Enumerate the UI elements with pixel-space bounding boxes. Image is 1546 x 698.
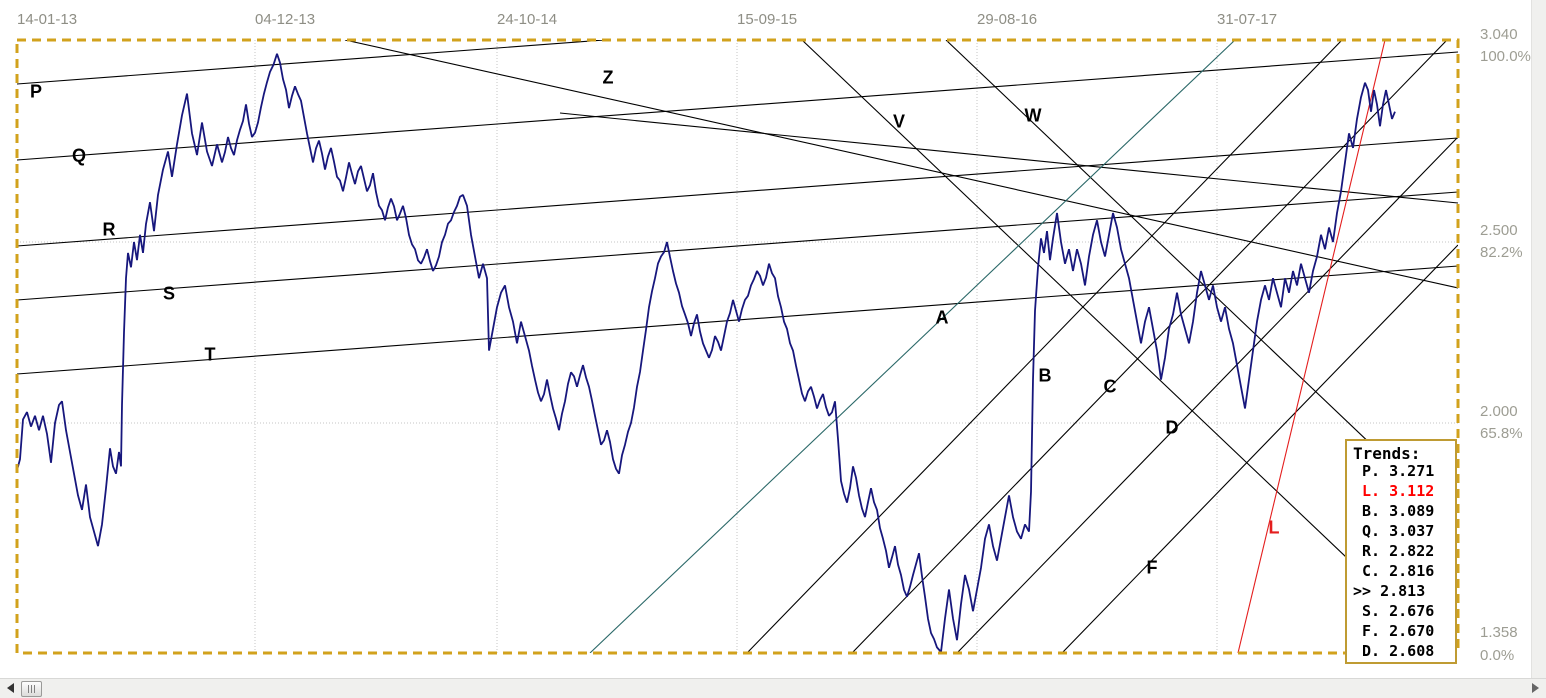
trend-letter-B: B: [1038, 365, 1052, 386]
F-line[interactable]: [1061, 244, 1458, 653]
trend-letter-Q: Q: [71, 145, 87, 166]
legend-row: R. 2.822: [1353, 542, 1435, 560]
trend-letter-P: P: [29, 81, 43, 102]
trends-legend: Trends: P. 3.271 L. 3.112 B. 3.089 Q. 3.…: [1345, 439, 1457, 664]
scrollbar-right-arrow-icon[interactable]: [1532, 683, 1539, 693]
horizontal-scrollbar-track[interactable]: [0, 678, 1546, 698]
legend-row: >> 2.813: [1353, 582, 1426, 600]
P-line[interactable]: [17, 0, 1458, 85]
trend-letter-D: D: [1165, 417, 1179, 438]
price-tick-label: 2.000: [1480, 403, 1518, 420]
gridlines: [17, 40, 1458, 653]
D-line[interactable]: [956, 136, 1458, 653]
trend-letter-A: A: [935, 307, 949, 328]
trend-letter-W: W: [1024, 105, 1042, 126]
trend-letter-S: S: [162, 283, 176, 304]
price-series-line: [17, 53, 1396, 653]
price-tick-label: 2.500: [1480, 222, 1518, 239]
legend-row: P. 3.271: [1353, 462, 1435, 480]
S-line[interactable]: [17, 191, 1458, 301]
legend-row: L. 3.112: [1353, 482, 1435, 500]
date-label: 31-07-17: [1217, 11, 1278, 28]
scrollbar-thumb[interactable]: [21, 681, 42, 697]
percent-tick-label: 82.2%: [1480, 244, 1523, 261]
R-line[interactable]: [17, 137, 1458, 247]
trend-letter-F: F: [1146, 557, 1158, 578]
trend-letter-L: L: [1268, 517, 1280, 538]
Q-line[interactable]: [17, 51, 1458, 161]
percent-tick-label: 100.0%: [1480, 48, 1531, 65]
date-label: 29-08-16: [977, 11, 1038, 28]
plot-border: [15, 38, 1460, 655]
legend-title: Trends:: [1353, 444, 1421, 463]
legend-row: B. 3.089: [1353, 502, 1435, 520]
L-line[interactable]: [1237, 40, 1386, 653]
legend-row: Q. 3.037: [1353, 522, 1435, 540]
V-line[interactable]: [801, 40, 1448, 653]
A-line[interactable]: [589, 40, 1236, 653]
price-tick-label: 1.358: [1480, 624, 1518, 641]
trend-letter-C: C: [1103, 376, 1117, 397]
T-line[interactable]: [17, 265, 1458, 375]
percent-tick-label: 65.8%: [1480, 425, 1523, 442]
trend-letter-R: R: [102, 219, 116, 240]
legend-row: C. 2.816: [1353, 562, 1435, 580]
legend-row: S. 2.676: [1353, 602, 1435, 620]
date-label: 15-09-15: [737, 11, 798, 28]
scrollbar-left-arrow-icon[interactable]: [7, 683, 14, 693]
percent-tick-label: 0.0%: [1480, 647, 1515, 664]
slow-desc[interactable]: [559, 112, 1458, 204]
legend-row: F. 2.670: [1353, 622, 1435, 640]
trend-letter-T: T: [204, 344, 216, 365]
thumb-grip-icon: [34, 685, 35, 693]
date-label: 04-12-13: [255, 11, 316, 28]
legend-row: D. 2.608: [1353, 642, 1435, 660]
trend-letter-V: V: [892, 111, 906, 132]
date-label: 14-01-13: [17, 11, 78, 28]
thumb-grip-icon: [28, 685, 29, 693]
trend-letter-Z: Z: [602, 67, 614, 88]
thumb-grip-icon: [31, 685, 32, 693]
Z-line[interactable]: [344, 40, 1458, 289]
date-label: 24-10-14: [497, 11, 558, 28]
B-line[interactable]: [746, 40, 1343, 653]
price-tick-label: 3.040: [1480, 26, 1518, 43]
right-gutter: [1531, 0, 1546, 678]
